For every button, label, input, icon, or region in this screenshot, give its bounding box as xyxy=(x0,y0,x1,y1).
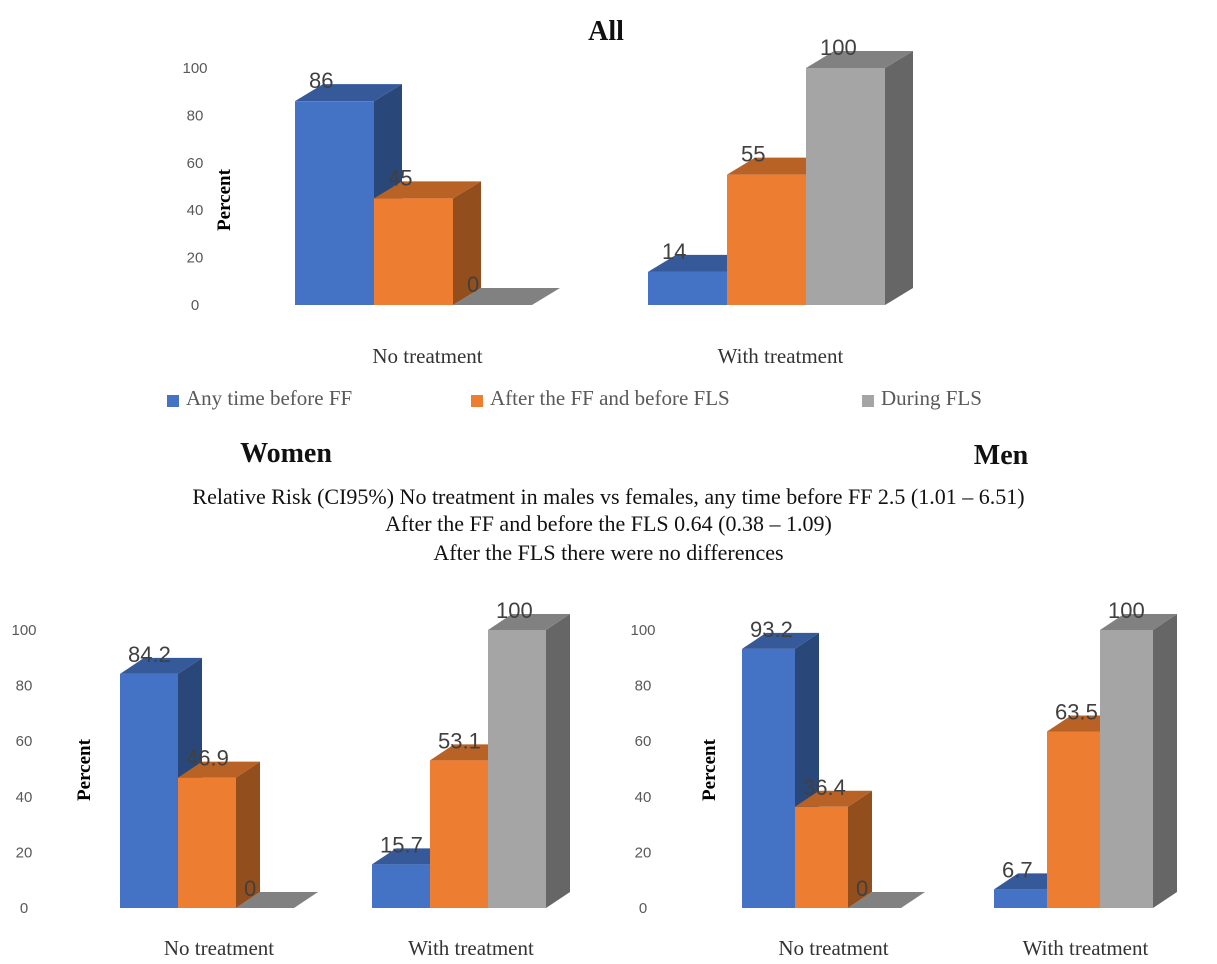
bar xyxy=(795,806,848,908)
y-tick-label: 20 xyxy=(16,844,33,861)
bar-top xyxy=(742,632,819,649)
data-label: 0 xyxy=(467,272,479,297)
data-label: 53.1 xyxy=(438,728,481,753)
y-tick-label: 20 xyxy=(187,250,204,267)
bar-top xyxy=(178,761,260,778)
data-label: 63.5 xyxy=(1055,699,1098,724)
chart-title: Men xyxy=(974,440,1029,471)
bar-top xyxy=(120,657,202,674)
y-tick-label: 40 xyxy=(16,789,33,806)
y-tick-label: 100 xyxy=(182,60,207,77)
category-label: With treatment xyxy=(1023,936,1149,960)
bar-top xyxy=(295,84,402,102)
y-tick-label: 40 xyxy=(635,789,652,806)
relative-risk-note: Relative Risk (CI95%) No treatment in ma… xyxy=(192,484,1025,509)
bar xyxy=(806,68,885,305)
data-label: 100 xyxy=(496,598,533,623)
category-label: No treatment xyxy=(372,344,482,368)
bar xyxy=(374,198,453,305)
category-label: No treatment xyxy=(778,936,888,960)
data-label: 93.2 xyxy=(750,617,793,642)
y-tick-label: 80 xyxy=(187,107,204,124)
y-tick-label: 60 xyxy=(16,733,33,750)
data-label: 0 xyxy=(244,876,256,901)
bar xyxy=(1100,630,1153,908)
bar xyxy=(295,101,374,306)
bar-top xyxy=(1100,614,1177,630)
bar xyxy=(430,760,488,908)
y-tick-label: 0 xyxy=(639,900,647,917)
y-tick-label: 20 xyxy=(635,844,652,861)
y-tick-label: 60 xyxy=(187,155,204,172)
bar-top xyxy=(236,892,318,908)
category-label: With treatment xyxy=(718,344,844,368)
y-axis-label: Percent xyxy=(74,738,95,801)
bar-side xyxy=(453,181,481,305)
category-label: With treatment xyxy=(408,936,534,960)
data-label: 0 xyxy=(856,876,868,901)
data-label: 100 xyxy=(1108,598,1145,623)
chart-title: Women xyxy=(240,438,332,469)
bar-top xyxy=(453,288,560,305)
y-axis-label: Percent xyxy=(214,168,235,231)
legend-label: Any time before FF xyxy=(186,386,352,410)
category-label: No treatment xyxy=(164,936,274,960)
data-label: 6.7 xyxy=(1002,857,1033,882)
bar xyxy=(648,271,727,305)
bar-top xyxy=(374,181,481,199)
data-label: 14 xyxy=(662,239,686,264)
bar-top xyxy=(488,614,570,630)
bar xyxy=(372,864,430,908)
bar xyxy=(994,889,1047,908)
y-axis-label: Percent xyxy=(699,738,720,801)
y-tick-label: 0 xyxy=(20,900,28,917)
bar-side xyxy=(885,51,913,305)
chart-title: All xyxy=(588,16,624,47)
data-label: 86 xyxy=(309,68,333,93)
y-tick-label: 80 xyxy=(635,678,652,695)
legend-label: During FLS xyxy=(881,386,982,410)
relative-risk-note-3: After the FLS there were no differences xyxy=(433,540,784,565)
bar-side xyxy=(848,790,872,908)
data-label: 84.2 xyxy=(128,642,171,667)
y-tick-label: 100 xyxy=(630,622,655,639)
legend-label: After the FF and before FLS xyxy=(490,386,730,410)
bar-top xyxy=(806,51,913,68)
bar-top xyxy=(848,892,925,908)
bar xyxy=(1047,731,1100,908)
y-tick-label: 0 xyxy=(191,297,199,314)
bar-top xyxy=(795,790,872,807)
bar xyxy=(178,777,236,908)
data-label: 15.7 xyxy=(380,832,423,857)
legend-swatch xyxy=(167,395,179,407)
data-label: 36.4 xyxy=(803,775,846,800)
bar xyxy=(488,630,546,908)
relative-risk-note-2: After the FF and before the FLS 0.64 (0.… xyxy=(385,511,832,536)
bar-side xyxy=(236,761,260,908)
data-label: 45 xyxy=(388,165,412,190)
legend-swatch xyxy=(471,395,483,407)
y-tick-label: 60 xyxy=(635,733,652,750)
bar xyxy=(727,174,806,305)
bar-side xyxy=(1153,614,1177,908)
y-tick-label: 40 xyxy=(187,202,204,219)
data-label: 46.9 xyxy=(186,746,229,771)
bar xyxy=(120,673,178,908)
legend-swatch xyxy=(862,395,874,407)
data-label: 55 xyxy=(741,142,765,167)
bar-side xyxy=(546,614,570,908)
data-label: 100 xyxy=(820,35,857,60)
y-tick-label: 80 xyxy=(16,678,33,695)
y-tick-label: 100 xyxy=(11,622,36,639)
bar xyxy=(742,648,795,908)
